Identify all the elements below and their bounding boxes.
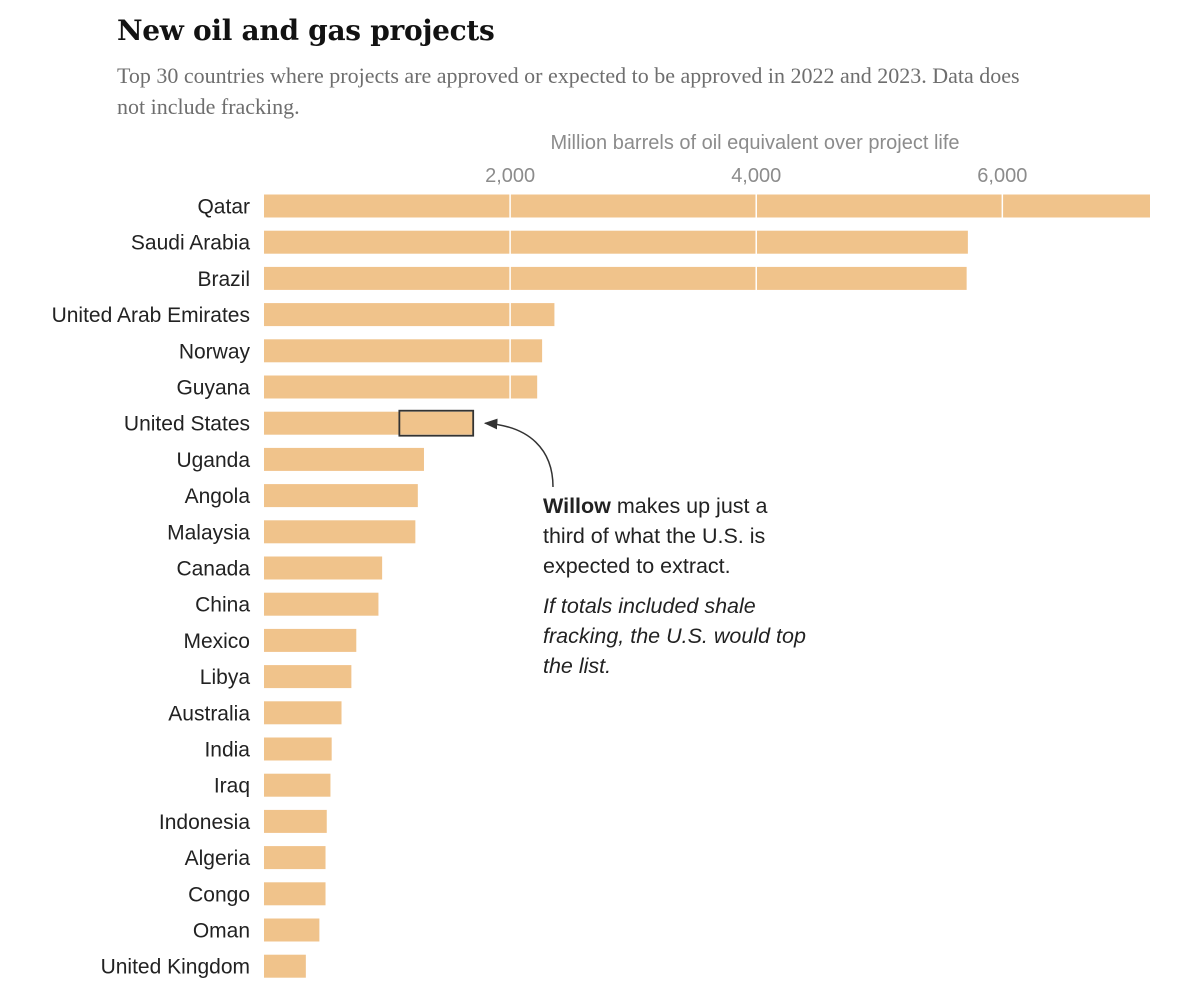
bar [264, 411, 474, 435]
bar [264, 194, 1150, 218]
bar [264, 809, 327, 833]
bar [264, 592, 379, 616]
category-label: Norway [179, 340, 251, 363]
category-label: Uganda [176, 449, 250, 472]
bar [264, 918, 320, 942]
category-label: Algeria [185, 847, 251, 870]
category-label: Qatar [197, 196, 250, 219]
category-label: Australia [168, 702, 250, 725]
category-label: United Arab Emirates [52, 304, 250, 327]
bar [264, 266, 967, 290]
chart-title: New oil and gas projects [117, 14, 495, 47]
annotation-arrow [483, 418, 554, 488]
bar [264, 737, 332, 761]
category-label: United States [124, 413, 250, 436]
bar [264, 230, 968, 254]
bar [264, 773, 331, 797]
category-label: Brazil [197, 268, 250, 291]
annotation-text: makes up just a third of what the U.S. i… [543, 494, 768, 578]
category-label: Canada [176, 558, 250, 581]
category-label: India [204, 739, 250, 762]
category-label: Oman [193, 920, 250, 943]
category-label: Congo [188, 883, 250, 906]
x-axis-ticks: 2,000 4,000 6,000 [485, 165, 1027, 187]
bar [264, 339, 543, 363]
chart-subtitle: Top 30 countries where projects are appr… [117, 63, 1020, 119]
category-label: China [195, 594, 250, 617]
bar [264, 701, 342, 725]
bar [264, 665, 352, 689]
category-label: United Kingdom [101, 956, 250, 979]
bar [264, 520, 416, 544]
category-label: Iraq [214, 775, 250, 798]
annotation-main: Willow makes up just a third of what the… [543, 491, 813, 581]
bar [264, 484, 418, 508]
gridlines [509, 192, 1004, 978]
bars [264, 194, 1150, 978]
bar [264, 303, 555, 327]
annotation-note: If totals included shale fracking, the U… [543, 594, 806, 678]
highlight-layer [398, 409, 554, 488]
annotation-bold: Willow [543, 494, 611, 518]
bar [264, 954, 306, 978]
category-label: Mexico [183, 630, 250, 653]
category-label: Angola [185, 485, 251, 508]
category-label: Guyana [176, 377, 250, 400]
category-labels: Qatar Saudi Arabia Brazil United Arab Emira… [52, 196, 251, 979]
bar [264, 375, 538, 399]
x-tick-label: 6,000 [977, 165, 1027, 187]
category-label: Indonesia [159, 811, 250, 834]
x-tick-label: 2,000 [485, 165, 535, 187]
willow-annotation: Willow makes up just a third of what the… [543, 491, 813, 681]
bar [264, 882, 326, 906]
category-label: Saudi Arabia [131, 232, 250, 255]
bar [264, 556, 383, 580]
bar [264, 846, 326, 870]
category-label: Libya [200, 666, 251, 689]
highlight-box [398, 409, 475, 437]
category-label: Malaysia [167, 521, 250, 544]
x-tick-label: 4,000 [731, 165, 781, 187]
bar [264, 628, 357, 652]
x-axis-title: Million barrels of oil equivalent over p… [550, 132, 959, 154]
bar [264, 447, 424, 471]
